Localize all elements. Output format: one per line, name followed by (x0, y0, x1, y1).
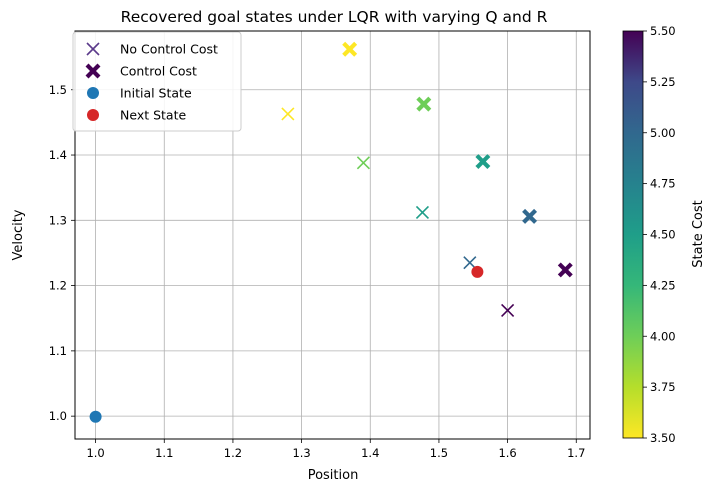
x-axis-ticks: 1.0 1.1 1.2 1.3 1.4 1.5 1.6 1.7 (86, 439, 585, 460)
control-cost-point (561, 265, 570, 274)
y-tick-label: 1.4 (49, 148, 67, 162)
colorbar-tick-label: 5.50 (650, 24, 676, 38)
control-cost-point (478, 157, 487, 166)
initial-state-point (90, 411, 102, 423)
colorbar (623, 31, 643, 438)
legend-marker-initial-state (87, 87, 99, 99)
next-state-point (471, 266, 483, 278)
x-tick-label: 1.2 (224, 446, 242, 460)
legend: No Control Cost Control Cost Initial State… (73, 32, 241, 131)
y-axis-ticks: 1.0 1.1 1.2 1.3 1.4 1.5 (49, 83, 75, 423)
legend-label: Initial State (120, 86, 192, 101)
x-tick-label: 1.4 (361, 446, 379, 460)
chart-title: Recovered goal states under LQR with var… (121, 8, 548, 26)
control-cost-point (345, 45, 354, 54)
legend-marker-next-state (87, 109, 99, 121)
no-control-cost-point (357, 157, 369, 169)
y-tick-label: 1.0 (49, 409, 67, 423)
x-tick-label: 1.1 (155, 446, 173, 460)
no-control-cost-point (416, 206, 428, 218)
colorbar-ticks: 3.50 3.75 4.00 4.25 4.50 4.75 5.00 5.25 5.50 (643, 24, 676, 445)
colorbar-tick-label: 4.00 (650, 329, 676, 343)
colorbar-tick-label: 4.50 (650, 228, 676, 242)
colorbar-tick-label: 5.00 (650, 126, 676, 140)
x-tick-label: 1.7 (567, 446, 585, 460)
colorbar-label: State Cost (691, 200, 703, 267)
y-tick-label: 1.5 (49, 83, 67, 97)
colorbar-tick-label: 5.25 (650, 75, 676, 89)
y-tick-label: 1.1 (49, 344, 67, 358)
colorbar-tick-label: 3.75 (650, 380, 676, 394)
x-tick-label: 1.0 (86, 446, 104, 460)
legend-label: No Control Cost (120, 42, 218, 57)
legend-label: Control Cost (120, 64, 197, 79)
x-tick-label: 1.5 (430, 446, 448, 460)
y-tick-label: 1.3 (49, 213, 67, 227)
colorbar-tick-label: 4.25 (650, 278, 676, 292)
colorbar-tick-label: 3.50 (650, 431, 676, 445)
legend-label: Next State (120, 108, 186, 123)
x-tick-label: 1.6 (498, 446, 516, 460)
no-control-cost-point (282, 108, 294, 120)
x-tick-label: 1.3 (292, 446, 310, 460)
y-axis-label: Velocity (11, 209, 26, 260)
y-tick-label: 1.2 (49, 279, 67, 293)
x-axis-label: Position (308, 468, 359, 483)
colorbar-tick-label: 4.75 (650, 177, 676, 191)
control-cost-point (525, 212, 534, 221)
control-cost-point (419, 100, 428, 109)
